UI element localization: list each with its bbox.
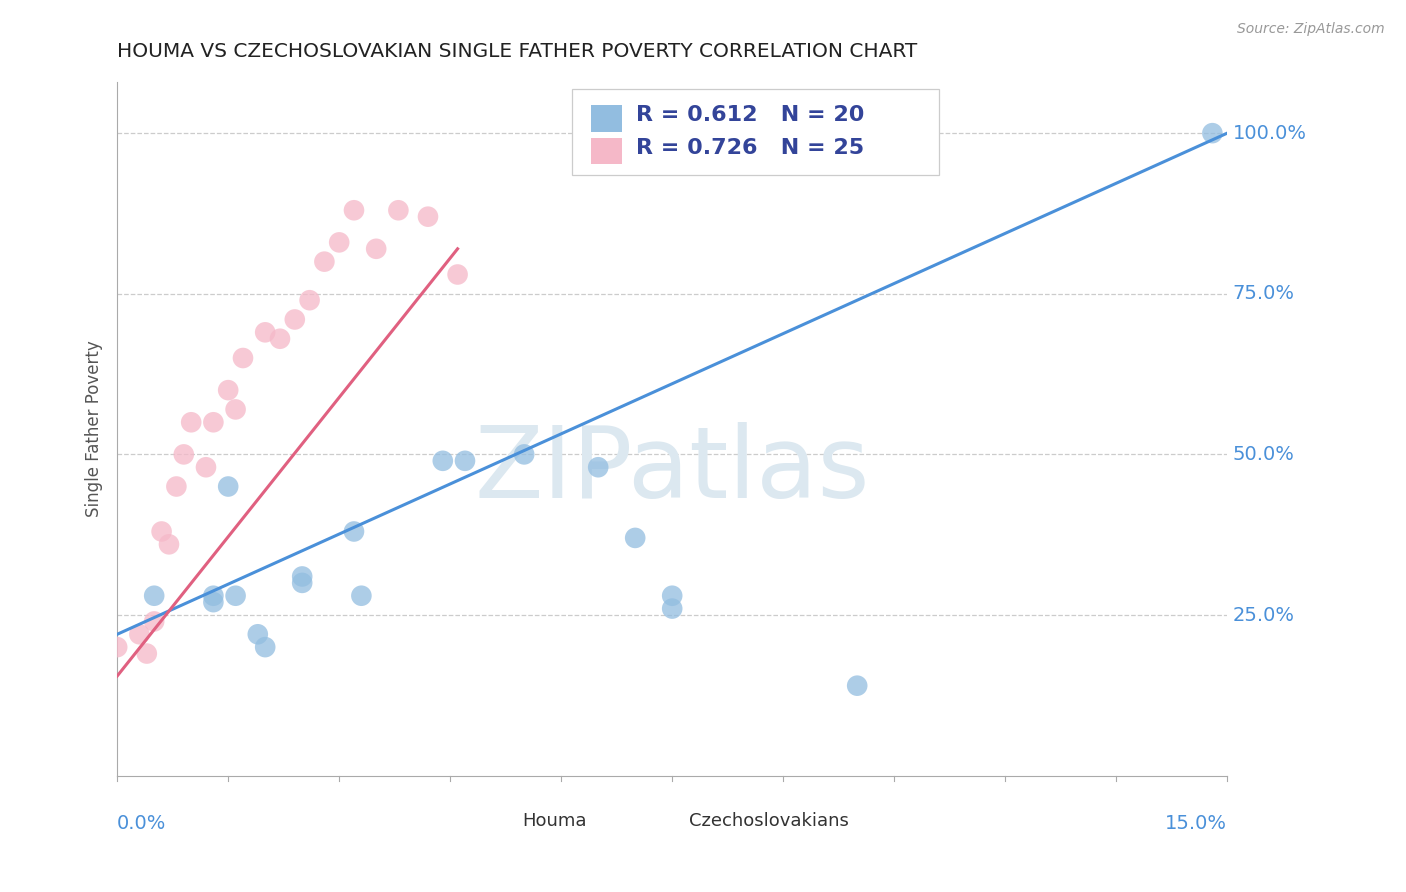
- Text: Source: ZipAtlas.com: Source: ZipAtlas.com: [1237, 22, 1385, 37]
- Point: [387, 203, 409, 218]
- Text: 50.0%: 50.0%: [1233, 445, 1295, 464]
- Text: 15.0%: 15.0%: [1166, 814, 1227, 833]
- Point: [246, 627, 269, 641]
- Point: [328, 235, 350, 250]
- Point: [291, 575, 314, 590]
- Text: R = 0.612   N = 20: R = 0.612 N = 20: [636, 105, 863, 125]
- Point: [624, 531, 647, 545]
- Text: 0.0%: 0.0%: [117, 814, 166, 833]
- Text: ZIPatlas: ZIPatlas: [474, 422, 870, 519]
- Point: [135, 647, 157, 661]
- Point: [416, 210, 439, 224]
- Point: [446, 268, 468, 282]
- Point: [225, 402, 247, 417]
- Point: [225, 589, 247, 603]
- Point: [1201, 126, 1223, 140]
- Point: [202, 589, 225, 603]
- FancyBboxPatch shape: [495, 808, 519, 833]
- Point: [661, 601, 683, 615]
- Point: [232, 351, 254, 365]
- Point: [846, 679, 869, 693]
- Text: HOUMA VS CZECHOSLOVAKIAN SINGLE FATHER POVERTY CORRELATION CHART: HOUMA VS CZECHOSLOVAKIAN SINGLE FATHER P…: [117, 42, 918, 61]
- Y-axis label: Single Father Poverty: Single Father Poverty: [86, 341, 103, 517]
- Text: 100.0%: 100.0%: [1233, 124, 1306, 143]
- Point: [202, 595, 225, 609]
- Point: [150, 524, 173, 539]
- Point: [173, 447, 195, 461]
- Point: [350, 589, 373, 603]
- Point: [284, 312, 307, 326]
- Point: [143, 615, 166, 629]
- Point: [202, 415, 225, 429]
- Point: [586, 460, 609, 475]
- Text: 25.0%: 25.0%: [1233, 606, 1295, 624]
- Point: [143, 589, 166, 603]
- FancyBboxPatch shape: [591, 138, 623, 164]
- Point: [217, 383, 239, 397]
- Text: Houma: Houma: [523, 812, 586, 830]
- Point: [513, 447, 536, 461]
- Text: 75.0%: 75.0%: [1233, 285, 1295, 303]
- Point: [128, 627, 150, 641]
- FancyBboxPatch shape: [661, 808, 686, 833]
- Point: [343, 203, 366, 218]
- Point: [157, 537, 180, 551]
- Point: [254, 640, 277, 654]
- Point: [254, 326, 277, 340]
- Point: [454, 454, 477, 468]
- FancyBboxPatch shape: [591, 105, 623, 132]
- Point: [291, 569, 314, 583]
- Point: [432, 454, 454, 468]
- Point: [661, 589, 683, 603]
- Point: [314, 254, 336, 268]
- FancyBboxPatch shape: [572, 88, 939, 176]
- Point: [343, 524, 366, 539]
- Point: [269, 332, 291, 346]
- Text: R = 0.726   N = 25: R = 0.726 N = 25: [636, 137, 863, 158]
- Point: [105, 640, 128, 654]
- Point: [366, 242, 388, 256]
- Point: [180, 415, 202, 429]
- Text: Czechoslovakians: Czechoslovakians: [689, 812, 849, 830]
- Point: [298, 293, 321, 308]
- Point: [165, 479, 187, 493]
- Point: [217, 479, 239, 493]
- Point: [195, 460, 218, 475]
